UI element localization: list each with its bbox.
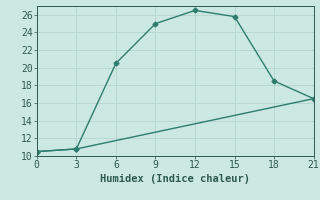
X-axis label: Humidex (Indice chaleur): Humidex (Indice chaleur) — [100, 174, 250, 184]
